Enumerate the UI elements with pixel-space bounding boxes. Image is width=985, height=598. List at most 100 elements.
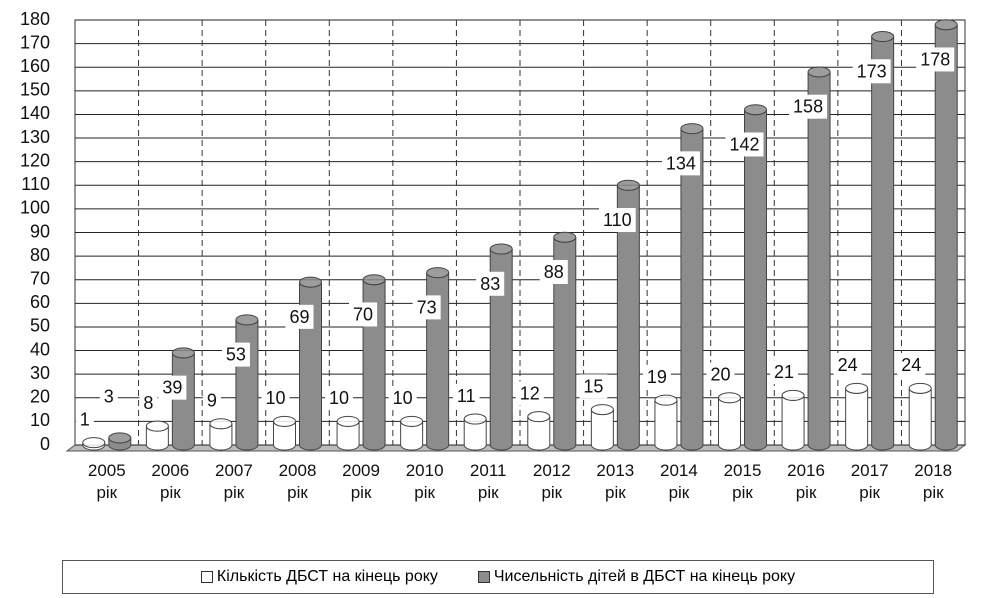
- bar-cap: [845, 382, 869, 394]
- data-label: 134: [666, 153, 696, 173]
- data-label-bg: [833, 353, 862, 378]
- y-tick-label: 160: [20, 56, 50, 76]
- y-tick-label: 40: [30, 339, 50, 359]
- x-tick-label: 2006 рік: [151, 461, 190, 502]
- data-label-bg: [770, 360, 799, 385]
- data-label-bg: [515, 381, 544, 406]
- bar: [235, 319, 259, 451]
- bar: [654, 400, 678, 451]
- bar-cap: [934, 19, 958, 31]
- data-label-group: 178: [916, 47, 955, 72]
- data-label-group: 1: [75, 407, 94, 432]
- bar-cap: [235, 314, 259, 326]
- x-tick-label: 2007 рік: [215, 461, 253, 502]
- data-label: 15: [583, 376, 603, 396]
- bar: [908, 388, 932, 451]
- data-label-group: 10: [261, 386, 290, 411]
- bar-cap: [527, 411, 551, 423]
- legend-swatch: [477, 571, 490, 583]
- data-label: 69: [289, 307, 309, 327]
- data-label-bg: [75, 407, 94, 432]
- x-tick-label: 2014 рік: [660, 461, 698, 502]
- data-label: 20: [710, 365, 730, 385]
- data-label-group: 20: [706, 362, 735, 387]
- data-label-bg: [725, 132, 764, 157]
- data-label: 53: [226, 345, 246, 365]
- y-tick-label: 150: [20, 80, 50, 100]
- bar: [807, 71, 831, 451]
- data-label-group: 88: [539, 259, 568, 284]
- data-label-bg: [789, 94, 828, 119]
- y-tick-label: 20: [30, 387, 50, 407]
- legend: Кількість ДБСТ на кінець року Чисельність…: [62, 560, 934, 594]
- bar: [680, 128, 704, 451]
- data-label-bg: [916, 47, 955, 72]
- data-label-bg: [99, 384, 118, 409]
- data-label-group: 73: [412, 295, 441, 320]
- data-label-group: 15: [579, 374, 608, 399]
- y-tick-label: 10: [30, 410, 50, 430]
- data-label: 8: [143, 393, 153, 413]
- data-label-bg: [325, 386, 354, 411]
- data-label-group: 10: [325, 386, 354, 411]
- bar-cap: [362, 274, 386, 286]
- data-label: 12: [520, 383, 540, 403]
- legend-item: Чисельність дітей в ДБСТ на кінець року: [477, 568, 795, 586]
- data-label-group: 39: [158, 375, 187, 400]
- bar-cap: [108, 432, 132, 444]
- bar-cap: [553, 231, 577, 243]
- x-tick-label: 2015 рік: [723, 461, 762, 502]
- data-label-bg: [539, 259, 568, 284]
- data-label: 88: [544, 262, 564, 282]
- y-tick-label: 90: [30, 221, 50, 241]
- data-label-group: 24: [833, 353, 862, 378]
- bar-cap: [489, 243, 513, 255]
- bar-cap: [654, 394, 678, 406]
- data-label-bg: [852, 59, 891, 84]
- y-tick-label: 30: [30, 363, 50, 383]
- y-tick-label: 0: [40, 434, 50, 454]
- data-label: 10: [265, 388, 285, 408]
- data-label: 24: [901, 355, 921, 375]
- bar-cap: [299, 276, 322, 288]
- data-label-bg: [452, 383, 480, 408]
- y-tick-label: 180: [20, 9, 50, 29]
- y-tick-label: 110: [21, 174, 50, 194]
- x-tick-label: 2010 рік: [405, 461, 444, 502]
- x-tick-label: 2016 рік: [787, 461, 825, 502]
- data-label-bg: [661, 151, 700, 176]
- x-tick-label: 2009 рік: [342, 461, 380, 502]
- data-label-group: 11: [452, 383, 480, 408]
- data-label-bg: [897, 353, 926, 378]
- data-label: 173: [857, 61, 887, 81]
- data-label: 70: [353, 304, 373, 324]
- bar-cap: [82, 437, 106, 449]
- y-tick-label: 80: [30, 245, 50, 265]
- data-label-group: 8: [139, 390, 158, 415]
- bar-cap: [744, 104, 767, 116]
- data-label-bg: [285, 304, 314, 329]
- data-label-bg: [139, 390, 158, 415]
- data-label-bg: [388, 386, 417, 411]
- data-label: 10: [393, 388, 413, 408]
- data-label-bg: [349, 302, 378, 327]
- data-label-group: 9: [202, 388, 221, 413]
- data-label-bg: [202, 388, 221, 413]
- bar: [590, 409, 614, 451]
- data-label: 9: [207, 391, 217, 411]
- bar-cap: [807, 66, 831, 78]
- x-tick-label: 2008 рік: [278, 461, 317, 502]
- y-tick-label: 70: [30, 268, 50, 288]
- bar-cap: [616, 179, 640, 191]
- bar-cap: [718, 392, 741, 404]
- bar-cap: [871, 31, 895, 43]
- bar-cap: [680, 123, 704, 135]
- y-tick-label: 140: [20, 103, 50, 123]
- x-tick-label: 2012 рік: [532, 461, 571, 502]
- data-label: 24: [838, 355, 858, 375]
- data-label-bg: [706, 362, 735, 387]
- x-tick-label: 2005 рік: [87, 461, 126, 502]
- data-label-group: 24: [897, 353, 926, 378]
